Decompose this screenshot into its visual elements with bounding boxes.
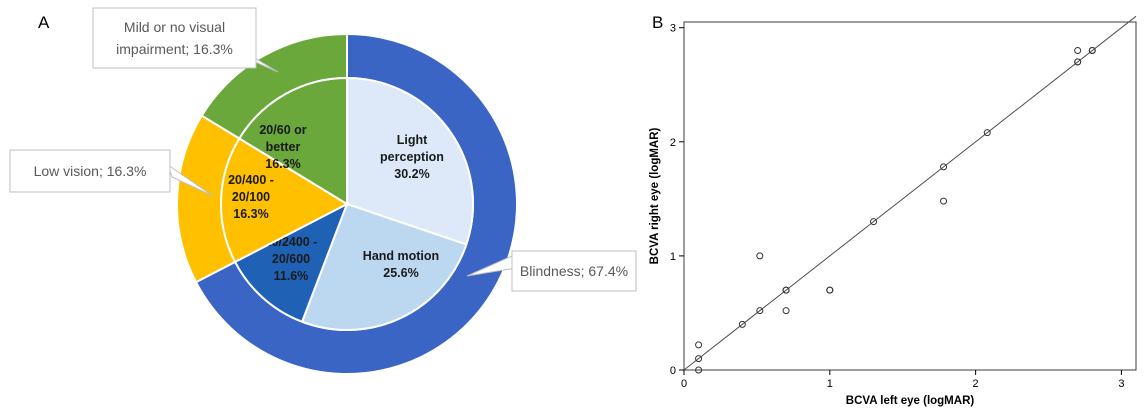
scatter-point [756,252,764,260]
callout-box [9,149,171,193]
inner-slice [346,76,474,246]
inner-slice [233,201,349,324]
scatter-point [756,307,764,315]
scatter-point [1088,47,1096,55]
panel-b-letter: B [652,13,663,32]
scatter-point [983,129,991,137]
outer-slice-label: Low vision; 16.3% [34,163,147,179]
scatter-point [738,320,746,328]
x-axis-title: BCVA left eye (logMAR) [846,395,975,407]
scatter-point [782,307,790,315]
scatter-point [1074,58,1082,66]
inner-slice-label: 20/60 or better 16.3% [259,123,306,171]
outer-slice-label: Mild or no visual impairment; 16.3% [116,19,233,57]
scatter-point [695,366,703,374]
scatter-point [695,355,703,363]
panel-b-scatter-plot: B 0 1 2 3 0 1 2 3 BCVA left eye (logMAR) BCVA r… [649,13,1137,407]
scatter-marks: 0 1 2 3 0 1 2 3 [670,15,1137,390]
scatter-point [695,341,703,349]
x-tick-label: 3 [1118,378,1124,390]
fit-line [683,15,1137,371]
x-tick-label: 0 [681,378,687,390]
scatter-point [826,286,834,294]
y-tick-label: 0 [670,365,676,377]
scatter-point [870,218,878,226]
x-tick-label: 1 [827,378,833,390]
panel-a-donut-chart: A Light perception 30.2% Hand motion 25.6% 20… [9,7,637,375]
inner-slice [300,202,468,331]
donut-callouts: Mild or no visual impairment; 16.3% Low vi… [9,7,637,292]
callout-box [92,7,257,69]
y-axis-title: BCVA right eye (logMAR) [649,127,661,264]
donut-rings: Light perception 30.2%Hand motion 25.6%20/2… [176,32,518,375]
x-tick-label: 2 [973,378,979,390]
y-tick-label: 2 [670,137,676,149]
scatter-point [940,163,948,171]
inner-slice [220,137,350,264]
outer-slice-label: Blindness; 67.4% [520,263,628,279]
plot-area [683,21,1137,371]
inner-slice-label: Hand motion 25.6% [363,249,439,280]
y-tick-label: 3 [670,23,676,35]
inner-slice [237,76,348,206]
scatter-point [1074,47,1082,55]
y-tick-label: 1 [670,251,676,263]
scatter-point [782,286,790,294]
callout-box [511,250,637,292]
panel-a-letter: A [38,13,50,32]
inner-slice-label: 20/400 -20/100 16.3% [228,173,274,221]
inner-slice-label: Light perception 30.2% [380,133,444,181]
scatter-point [940,197,948,205]
